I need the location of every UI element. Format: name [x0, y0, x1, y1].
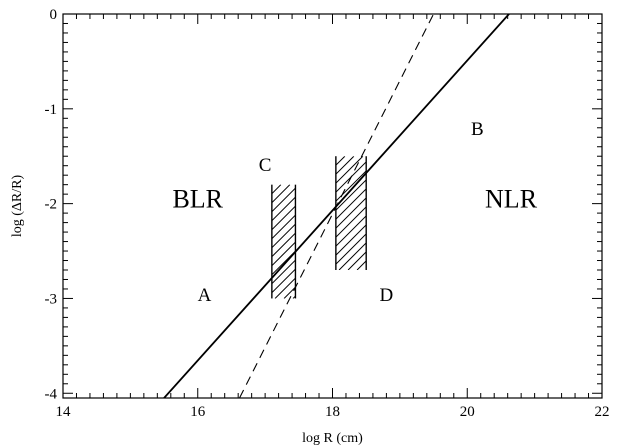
x-tick-label: 22 [595, 404, 610, 420]
series-line-dashed [239, 14, 435, 398]
tick-labels: 14 16 18 20 22 0 -1 -2 -3 -4 [45, 7, 610, 420]
y-tick-label: -2 [45, 197, 58, 213]
x-tick-label: 20 [460, 404, 475, 420]
region-label-nlr: NLR [485, 184, 538, 213]
hatched-region-2 [335, 156, 367, 271]
axis-ticks [62, 13, 603, 398]
x-tick-label: 18 [325, 404, 340, 420]
point-label-c: C [259, 155, 272, 176]
region-label-blr: BLR [172, 184, 223, 213]
y-axis-title: log (ΔR/R) [10, 175, 25, 238]
x-axis-title: log R (cm) [302, 431, 363, 446]
point-label-d: D [380, 285, 394, 306]
series-lines [163, 14, 510, 398]
hatched-regions [271, 156, 367, 299]
y-tick-label: 0 [50, 7, 58, 23]
annotations: BLR NLR A B C D [172, 119, 537, 306]
x-tick-label: 16 [190, 404, 206, 420]
y-tick-label: -4 [45, 386, 58, 402]
point-label-a: A [198, 285, 212, 306]
y-tick-label: -3 [45, 291, 58, 307]
x-tick-label: 14 [56, 404, 72, 420]
hatched-region-1 [271, 184, 297, 299]
y-tick-label: -1 [45, 102, 58, 118]
point-label-b: B [471, 119, 484, 140]
